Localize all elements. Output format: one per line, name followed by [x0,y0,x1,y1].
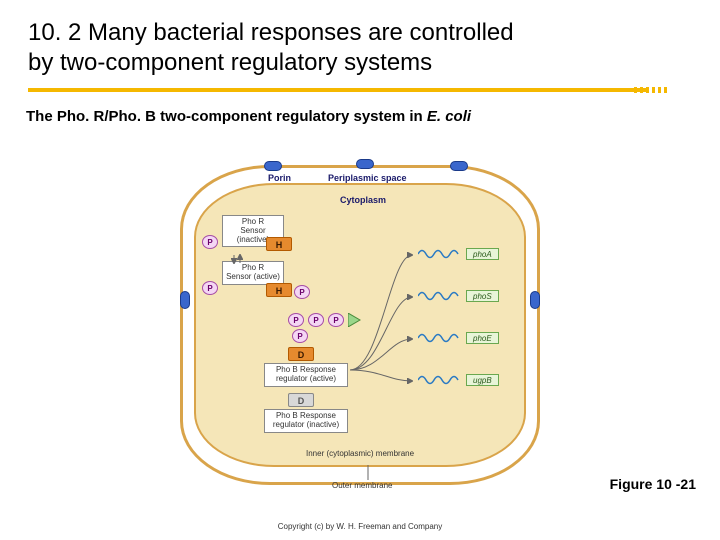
figure-caption: Figure 10 -21 [610,476,696,492]
outer-membrane-label: Outer membrane [332,481,392,490]
gene-label: ugpB [466,374,499,386]
subheading-organism: E. coli [427,108,471,125]
slide-title: 10. 2 Many bacterial responses are contr… [0,0,720,82]
mrna-icon [418,331,462,345]
gene-phoS: phoS [418,289,499,303]
copyright: Copyright (c) by W. H. Freeman and Compa… [0,522,720,531]
mrna-icon [418,289,462,303]
inner-membrane-label: Inner (cytoplasmic) membrane [306,449,414,458]
subheading: The Pho. R/Pho. B two-component regulato… [0,92,720,125]
regulation-arrows [180,165,540,485]
title-line-2: by two-component regulatory systems [28,49,432,76]
gene-label: phoE [466,332,499,344]
gene-ugpB: ugpB [418,373,499,387]
mrna-icon [418,247,462,261]
subheading-prefix: The Pho. R/Pho. B two-component regulato… [26,108,427,125]
gene-label: phoA [466,248,499,260]
gene-label: phoS [466,290,499,302]
gene-phoA: phoA [418,247,499,261]
mrna-icon [418,373,462,387]
title-line-1: 10. 2 Many bacterial responses are contr… [28,19,514,46]
diagram: Porin Periplasmic space Cytoplasm Pho RS… [180,165,540,485]
title-underline [28,88,648,92]
gene-phoE: phoE [418,331,499,345]
